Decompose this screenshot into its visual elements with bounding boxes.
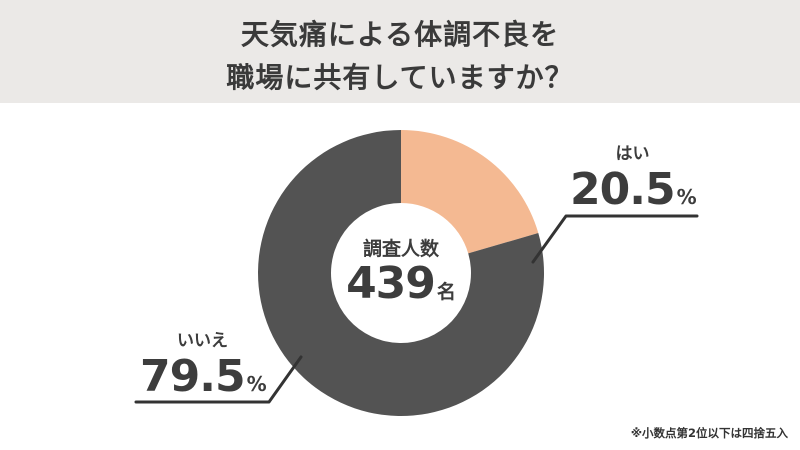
sample-size-number: 439: [346, 258, 436, 309]
slice-percent-yes: 20.5%: [570, 164, 697, 215]
donut-slice-yes: [401, 130, 539, 254]
chart-title-line-2: 職場に共有していますか？: [226, 61, 574, 94]
sample-size-label: 調査人数: [362, 238, 439, 260]
slice-label-no: いいえ 79.5%: [140, 330, 267, 402]
rounding-footnote: ※小数点第2位以下は四捨五入: [630, 426, 788, 440]
percent-sign-yes: %: [676, 185, 697, 209]
slice-category-no: いいえ: [177, 331, 228, 351]
slice-value-yes: 20.5: [570, 164, 676, 215]
donut-slice-no: [258, 130, 545, 417]
sample-size-value: 439 名: [331, 260, 471, 308]
leader-line-no: [134, 355, 303, 404]
slice-value-no: 79.5: [140, 351, 246, 402]
slice-percent-no: 79.5%: [140, 351, 267, 402]
sample-size-unit: 名: [436, 281, 456, 303]
slice-category-yes: はい: [615, 144, 650, 164]
chart-title-line-1: 天気痛による体調不良を: [240, 18, 560, 51]
slice-label-yes: はい 20.5%: [570, 143, 697, 215]
title-banner: 天気痛による体調不良を 職場に共有していますか？: [0, 0, 800, 103]
percent-sign-no: %: [246, 372, 267, 396]
leader-line-yes: [531, 214, 699, 264]
